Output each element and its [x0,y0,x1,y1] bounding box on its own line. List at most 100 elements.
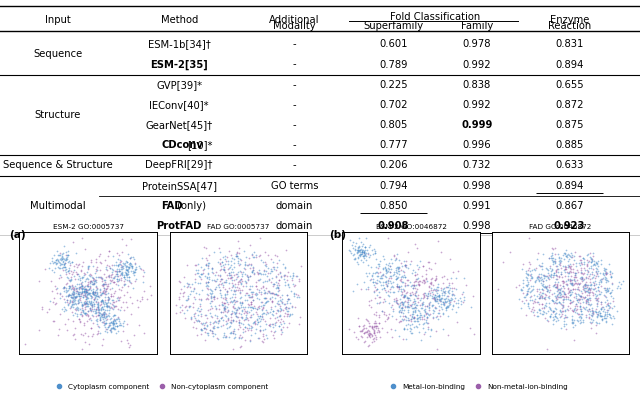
Point [547,291,557,298]
Point [371,323,381,330]
Point [600,318,611,325]
Point [56,261,67,267]
Point [97,312,108,318]
Point [547,249,557,256]
Point [232,286,243,293]
Point [72,293,83,299]
Point [246,304,256,311]
Point [223,315,233,322]
Text: -: - [292,100,296,110]
Point [557,278,568,284]
Point [121,270,131,277]
Point [77,263,88,269]
Point [115,262,125,268]
Point [516,304,527,311]
Point [239,309,250,316]
Point [97,304,107,310]
Point [252,320,262,327]
Point [63,301,73,307]
Point [100,280,111,287]
Point [362,272,372,279]
Point [442,298,452,304]
Point [569,337,579,343]
Point [272,264,282,271]
Point [603,300,613,306]
Point [67,292,77,299]
Point [244,286,255,292]
Point [579,282,589,289]
Point [364,298,374,304]
Point [540,283,550,289]
Point [70,293,80,300]
Point [93,306,103,313]
Point [235,300,245,306]
Point [125,260,135,266]
Point [97,289,108,296]
Point [523,300,533,307]
Point [534,274,544,280]
Point [587,304,597,311]
Point [253,313,264,319]
Point [133,263,143,269]
Point [600,268,611,274]
Point [220,295,230,302]
Point [113,306,123,313]
Point [108,252,118,259]
Point [409,283,419,289]
Point [255,289,266,295]
Point [537,260,547,266]
Point [77,283,87,289]
Point [90,308,100,315]
Point [543,276,554,282]
Point [116,304,126,311]
Point [79,322,89,328]
Point [190,261,200,268]
Point [352,248,362,255]
Point [572,277,582,283]
Point [237,307,247,313]
Point [92,330,102,337]
Point [65,291,75,298]
Point [532,308,542,315]
Point [584,314,595,320]
Point [104,322,115,328]
Point [378,286,388,292]
Point [219,306,229,312]
Point [285,272,295,279]
Point [437,310,447,316]
Point [109,317,119,324]
Point [209,319,219,326]
Point [391,256,401,262]
Point [525,297,535,303]
Point [63,316,73,322]
Point [377,308,387,315]
Point [542,266,552,272]
Point [282,296,292,302]
Point [563,264,573,271]
Point [369,251,379,258]
Point [431,275,441,281]
Point [564,292,575,299]
Point [64,292,74,298]
Point [234,277,244,284]
Point [81,289,91,295]
Point [234,335,244,341]
Point [76,290,86,296]
Point [67,302,77,309]
Point [122,271,132,278]
Point [564,263,575,269]
Point [94,305,104,312]
Point [258,278,268,285]
Legend: Cytoplasm component, Non-cytoplasm component: Cytoplasm component, Non-cytoplasm compo… [49,381,271,393]
Point [260,311,271,317]
Point [551,266,561,273]
Point [540,291,550,298]
Point [433,300,443,306]
Point [577,290,587,296]
Point [353,255,364,262]
Point [285,311,295,317]
Point [237,308,248,315]
Point [93,300,103,306]
Point [111,262,121,269]
Point [444,287,454,293]
